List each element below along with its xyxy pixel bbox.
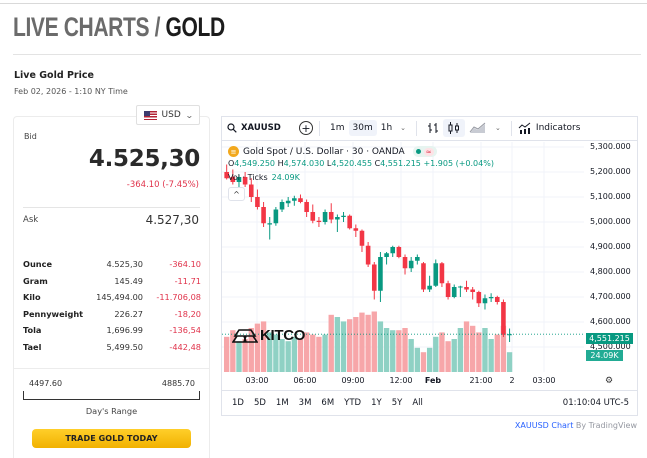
unit-row-tola: Tola 1,696.99 -136,54 — [23, 325, 201, 336]
time-axis-label: 21:00 — [469, 376, 493, 385]
market-open-dot-icon — [415, 149, 421, 154]
interval-1h[interactable]: 1h — [380, 123, 393, 133]
indicators-label: Indicators — [535, 123, 581, 133]
price-axis-label: 4,800.000 — [590, 267, 631, 276]
unit-price-table: Ounce 4.525,30 -364.10 Gram 145.49 -11,71 Ki… — [23, 256, 201, 355]
interval-30m[interactable]: 30m — [348, 120, 377, 136]
time-axis-label: 2 — [509, 376, 515, 385]
top-divider — [0, 3, 647, 4]
price-axis-label: 4,500.000 — [590, 342, 631, 351]
unit-row-gram: Gram 145.49 -11,71 — [23, 275, 201, 286]
price-axis-label: 4,700.000 — [590, 292, 631, 301]
collapse-legend-button[interactable]: ^ — [228, 187, 245, 201]
range-3m[interactable]: 3M — [298, 398, 312, 408]
kitco-logo-icon — [232, 328, 258, 343]
bid-value: 4.525,30 — [88, 146, 200, 172]
ask-label: Ask — [23, 215, 39, 225]
toolbar-separator — [510, 120, 512, 136]
last-price-tag: 4,551.215 — [586, 333, 633, 344]
range-5y[interactable]: 5Y — [391, 398, 403, 408]
day-range-label: Day's Range — [85, 406, 138, 416]
last-volume-tag: 24.09K — [586, 350, 623, 361]
time-axis-label: 09:00 — [341, 376, 365, 385]
time-axis-label: Feb — [424, 376, 442, 385]
range-1d[interactable]: 1D — [232, 398, 244, 408]
chart-type-chevron-down-icon[interactable]: ⌄ — [495, 124, 501, 132]
day-range-high: 4885.70 — [161, 379, 195, 388]
bid-label: Bid — [24, 132, 37, 141]
bid-change: -364.10 (-7.45%) — [126, 180, 199, 190]
unit-row-kilo: Kilo 145,494.00 -11.706,08 — [23, 292, 201, 303]
area-chart-type-icon[interactable] — [465, 119, 491, 137]
range-all[interactable]: All — [412, 398, 423, 408]
interval-1m[interactable]: 1m — [330, 123, 345, 133]
time-axis-label: 06:00 — [293, 376, 317, 385]
unit-row-tael: Tael 5,499.50 -442,48 — [23, 341, 201, 352]
us-flag-icon — [143, 110, 157, 120]
price-axis-label: 5,200.000 — [590, 167, 631, 176]
chevron-down-icon: ⌄ — [184, 110, 194, 120]
live-price-heading: Live Gold Price — [14, 70, 94, 81]
symbol-name: XAUUSD — [241, 123, 281, 133]
candlestick-chart-type-icon[interactable] — [443, 119, 466, 137]
chart-attribution: XAUUSD Chart By TradingView — [514, 421, 637, 430]
live-price-datetime: Feb 02, 2026 - 1:10 NY Time — [14, 87, 128, 96]
range-1m[interactable]: 1M — [275, 398, 289, 408]
toolbar-separator — [319, 120, 320, 136]
bar-chart-type-icon[interactable] — [423, 119, 443, 137]
chart-settings-gear-icon[interactable]: ⚙ — [605, 376, 614, 386]
unit-row-ounce: Ounce 4.525,30 -364.10 — [23, 259, 201, 270]
chart-toolbar: XAUUSD + 1m 30m 1h ⌄ ⌄ Indicators — [221, 116, 638, 141]
chart-clock[interactable]: 01:10:04 UTC-5 — [562, 398, 629, 408]
interval-chevron-down-icon[interactable]: ⌄ — [400, 124, 407, 132]
indicators-button[interactable]: Indicators — [518, 122, 580, 134]
card-divider — [23, 207, 200, 208]
delayed-data-icon: ≈ — [423, 147, 434, 156]
range-ytd[interactable]: YTD — [344, 398, 362, 408]
time-axis-label: 03:00 — [532, 376, 556, 385]
candlestick-chart[interactable] — [222, 142, 584, 372]
search-icon — [227, 123, 237, 133]
title-divider — [13, 54, 641, 55]
page-title: LIVE CHARTS / GOLD — [13, 12, 225, 42]
price-axis-label: 5,300.000 — [590, 142, 631, 151]
xauusd-chart-link[interactable]: XAUUSD Chart — [514, 421, 574, 430]
indicators-icon — [518, 122, 531, 134]
card-divider-2 — [13, 368, 210, 369]
market-status-badge[interactable]: ≈ — [412, 146, 437, 157]
time-axis-label: 03:00 — [245, 376, 269, 385]
price-axis-label: 4,900.000 — [590, 242, 631, 251]
ask-value: 4.527,30 — [145, 213, 199, 227]
currency-dropdown[interactable]: USD ⌄ — [136, 105, 200, 125]
price-card — [13, 116, 210, 458]
day-range-low: 4497.60 — [29, 379, 63, 388]
gold-symbol-icon: ≡ — [228, 146, 239, 157]
kitco-watermark: KITCO — [232, 327, 305, 344]
currency-selected: USD — [161, 110, 181, 120]
volume-legend: Vol · Ticks 24.09K — [228, 173, 300, 182]
toolbar-separator — [416, 120, 418, 136]
day-range-bar — [23, 391, 200, 400]
time-axis-label: 12:00 — [389, 376, 413, 385]
trade-gold-button[interactable]: TRADE GOLD TODAY — [32, 429, 191, 448]
symbol-search[interactable]: XAUUSD — [227, 123, 287, 133]
range-5d[interactable]: 5D — [253, 398, 266, 408]
range-6m[interactable]: 6M — [321, 398, 335, 408]
unit-row-pennyweight: Pennyweight 226.27 -18,20 — [23, 308, 201, 319]
ohlc-values: O4,549.250 H4,574.030 L4,520.455 C4,551.… — [228, 159, 494, 168]
chart-legend-title: ≡ Gold Spot / U.S. Dollar · 30 · OANDA ≈ — [228, 146, 437, 157]
date-range-bar: 1D 5D 1M 3M 6M YTD 1Y 5Y All 01:10:04 UT… — [222, 390, 637, 415]
price-axis-label: 5,000.000 — [590, 217, 631, 226]
compare-symbol-plus-icon[interactable]: + — [299, 121, 313, 135]
range-1y[interactable]: 1Y — [371, 398, 382, 408]
price-axis-label: 4,600.000 — [590, 317, 631, 326]
price-axis-label: 5,100.000 — [590, 192, 631, 201]
